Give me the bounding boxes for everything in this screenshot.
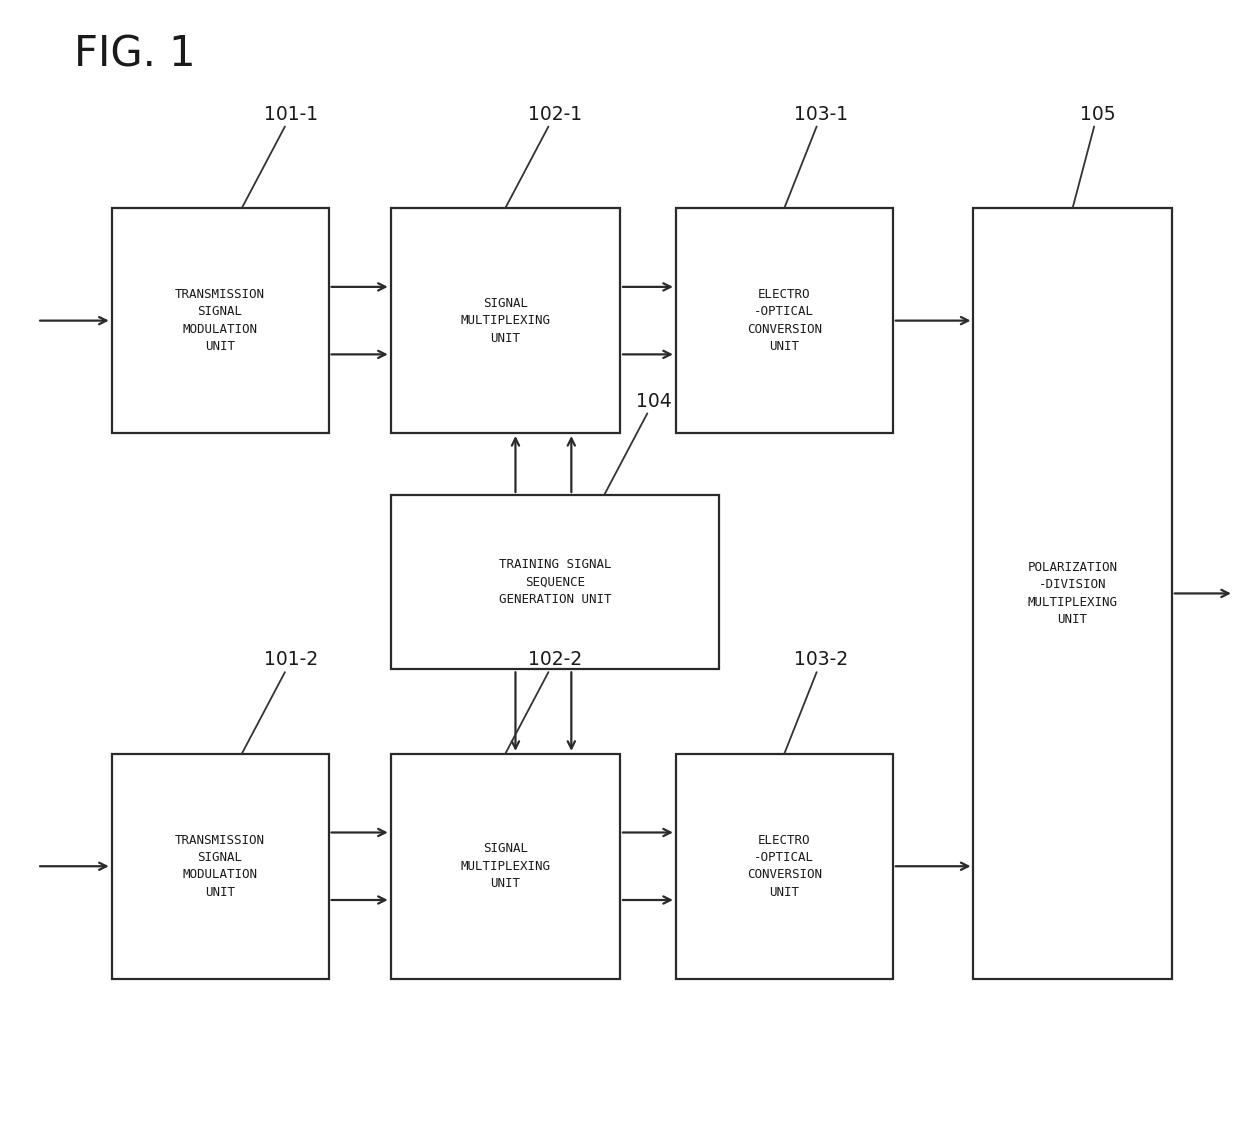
Bar (112, 208, 329, 433)
Text: ELECTRO
-OPTICAL
CONVERSION
UNIT: ELECTRO -OPTICAL CONVERSION UNIT (746, 834, 822, 899)
Text: 102-2: 102-2 (506, 650, 582, 754)
Text: 104: 104 (604, 392, 672, 495)
Bar (391, 754, 620, 979)
Bar (676, 208, 893, 433)
Text: 101-2: 101-2 (242, 650, 319, 754)
Text: ELECTRO
-OPTICAL
CONVERSION
UNIT: ELECTRO -OPTICAL CONVERSION UNIT (746, 288, 822, 353)
Text: TRANSMISSION
SIGNAL
MODULATION
UNIT: TRANSMISSION SIGNAL MODULATION UNIT (175, 288, 265, 353)
Text: 103-1: 103-1 (785, 105, 848, 208)
Bar (676, 754, 893, 979)
Text: SIGNAL
MULTIPLEXING
UNIT: SIGNAL MULTIPLEXING UNIT (460, 297, 551, 344)
Text: TRAINING SIGNAL
SEQUENCE
GENERATION UNIT: TRAINING SIGNAL SEQUENCE GENERATION UNIT (498, 558, 611, 606)
Text: FIG. 1: FIG. 1 (74, 34, 196, 75)
Text: TRANSMISSION
SIGNAL
MODULATION
UNIT: TRANSMISSION SIGNAL MODULATION UNIT (175, 834, 265, 899)
Bar (112, 754, 329, 979)
Text: 101-1: 101-1 (242, 105, 319, 208)
Bar (391, 495, 719, 669)
Bar (391, 208, 620, 433)
Text: POLARIZATION
-DIVISION
MULTIPLEXING
UNIT: POLARIZATION -DIVISION MULTIPLEXING UNIT (1028, 560, 1117, 627)
Bar (973, 208, 1172, 979)
Text: SIGNAL
MULTIPLEXING
UNIT: SIGNAL MULTIPLEXING UNIT (460, 843, 551, 890)
Text: 102-1: 102-1 (506, 105, 582, 208)
Text: 105: 105 (1073, 105, 1115, 208)
Text: 103-2: 103-2 (785, 650, 848, 754)
